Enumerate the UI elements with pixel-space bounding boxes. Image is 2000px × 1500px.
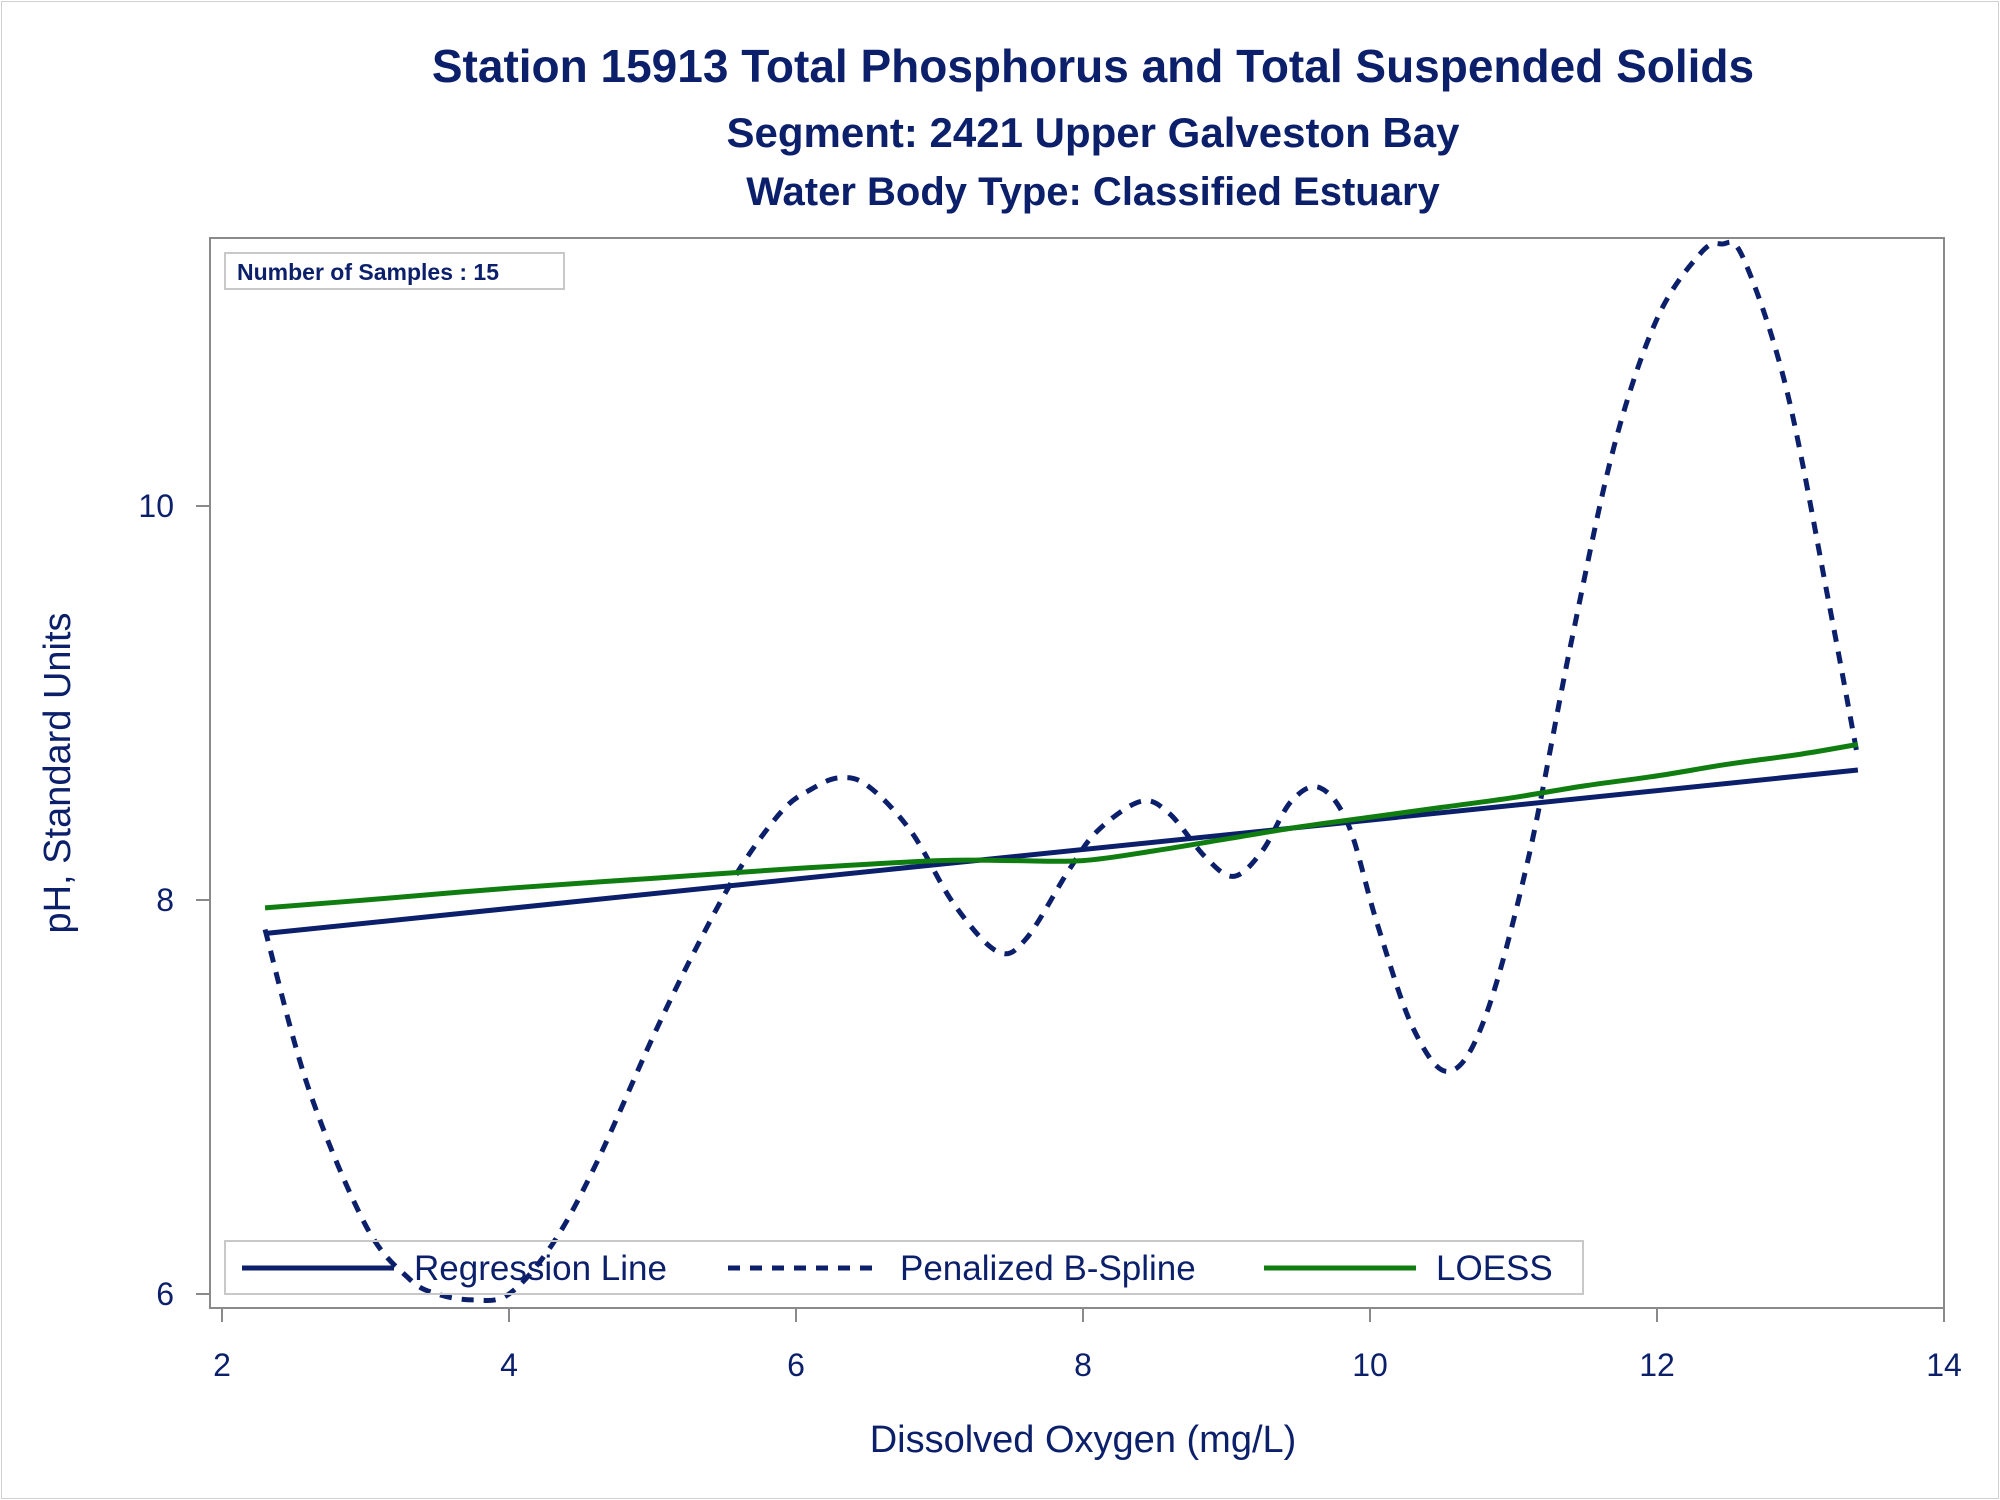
x-tick-label: 2 [213, 1347, 231, 1383]
y-tick-label: 6 [156, 1276, 174, 1312]
chart-title: Station 15913 Total Phosphorus and Total… [432, 40, 1754, 92]
x-axis-ticks: 2 4 6 8 10 12 14 [213, 1308, 1962, 1383]
sample-count-label: Number of Samples : 15 [237, 259, 499, 285]
series-line-loess [264, 741, 1859, 911]
y-tick-label: 10 [138, 488, 174, 524]
sample-count-box [224, 252, 565, 290]
legend-label: Regression Line [414, 1249, 667, 1288]
series-layer [262, 239, 1861, 1303]
x-tick-label: 10 [1352, 1347, 1388, 1383]
legend-box [224, 1240, 1584, 1295]
y-axis-label: pH, Standard Units [37, 612, 79, 933]
series-line-penalized-b-spline [262, 239, 1861, 1303]
x-tick-label: 6 [787, 1347, 805, 1383]
y-axis-ticks: 6 8 10 [138, 488, 210, 1312]
y-tick-label: 8 [156, 882, 174, 918]
x-tick-label: 14 [1926, 1347, 1962, 1383]
x-axis-label: Dissolved Oxygen (mg/L) [870, 1419, 1297, 1461]
legend: Regression Line Penalized B-Spline LOESS [242, 1249, 1553, 1288]
x-tick-label: 12 [1639, 1347, 1675, 1383]
legend-label: Penalized B-Spline [900, 1249, 1196, 1288]
chart-subtitle: Segment: 2421 Upper Galveston Bay [727, 109, 1461, 156]
series-line-regression-line [264, 767, 1859, 936]
legend-label: LOESS [1436, 1249, 1553, 1288]
x-tick-label: 8 [1074, 1347, 1092, 1383]
x-tick-label: 4 [500, 1347, 518, 1383]
chart-subtitle-2: Water Body Type: Classified Estuary [746, 170, 1440, 214]
